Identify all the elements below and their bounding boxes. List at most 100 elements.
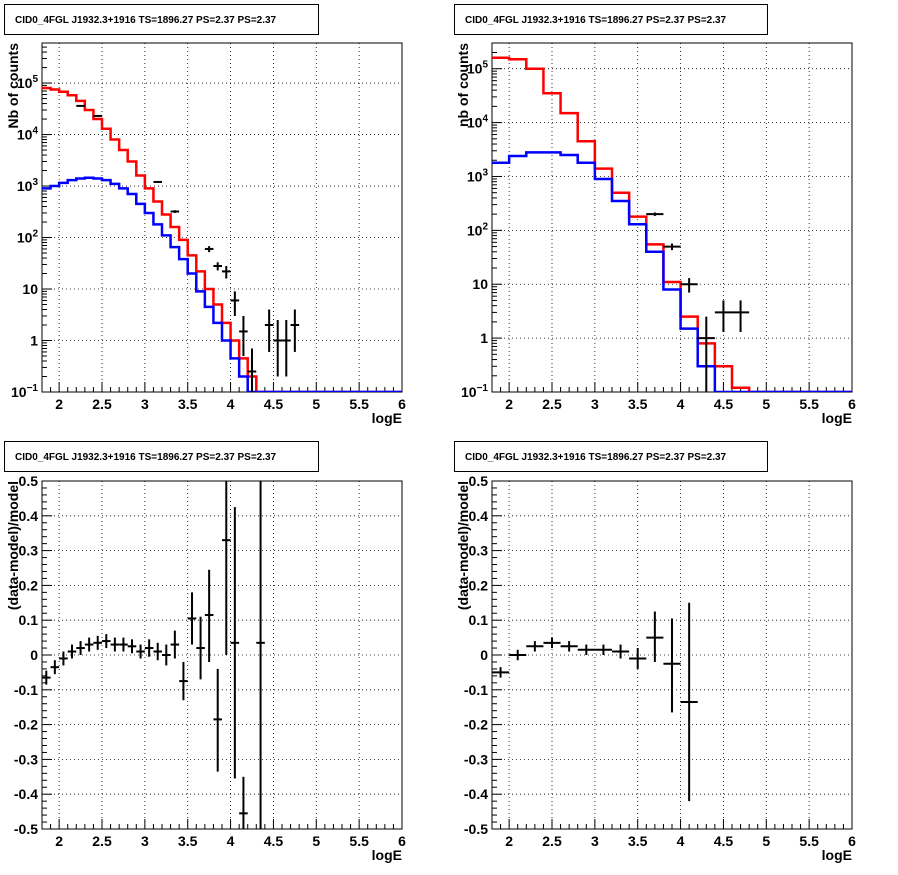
- y-tick-label: 104: [17, 126, 39, 143]
- y-tick-label: 0.3: [469, 543, 489, 559]
- data-point: [239, 776, 248, 829]
- y-tick-label: 10: [22, 281, 38, 297]
- y-tick-label-base: 10: [11, 384, 27, 400]
- x-tick-label: 5: [312, 833, 320, 849]
- x-tick-label: 3.5: [628, 396, 648, 412]
- x-tick-label: 5: [762, 833, 770, 849]
- data-point: [663, 618, 681, 713]
- y-tick-label: 0.4: [469, 508, 489, 524]
- y-tick-label: 105: [467, 60, 489, 77]
- axis-ticks: [41, 480, 403, 830]
- y-tick-label: 1: [30, 333, 38, 349]
- y-tick-label-exponent: −1: [477, 383, 489, 394]
- x-tick-label: 2: [505, 833, 513, 849]
- chart-title: CID0_4FGL J1932.3+1916 TS=1896.27 PS=2.3…: [15, 15, 277, 26]
- x-tick-label: 4.5: [714, 833, 734, 849]
- x-tick-label: 4: [227, 833, 235, 849]
- title-box: [4, 441, 319, 472]
- y-tick-label-exponent: 4: [482, 114, 488, 125]
- y-axis-title: Nb of counts: [5, 43, 21, 129]
- title-box: [4, 4, 319, 35]
- y-tick-label-exponent: 2: [32, 229, 38, 240]
- data-point: [222, 481, 231, 655]
- y-tick-label: -0.1: [464, 682, 488, 698]
- y-tick-label: -0.5: [464, 821, 488, 837]
- data-point: [42, 670, 51, 685]
- data-point: [153, 180, 162, 183]
- x-tick-label: 2.5: [92, 396, 112, 412]
- x-axis-title: logE: [372, 410, 402, 426]
- data-point: [213, 262, 222, 271]
- y-tick-label: -0.4: [14, 786, 38, 802]
- data-point: [213, 668, 222, 772]
- data-point: [526, 641, 544, 652]
- axis-ticks: [491, 42, 853, 393]
- y-tick-label: 0.2: [19, 577, 39, 593]
- y-tick-label: 0.1: [469, 612, 489, 628]
- histogram-series-1: [42, 86, 402, 392]
- data-point: [222, 265, 231, 279]
- data-point: [102, 634, 111, 649]
- y-tick-label: 105: [17, 74, 39, 91]
- x-tick-label: 3: [141, 833, 149, 849]
- data-point: [84, 637, 94, 652]
- data-point: [230, 507, 240, 779]
- x-tick-label: 5: [762, 396, 770, 412]
- grid-lines: [42, 43, 403, 393]
- y-tick-label-base: 10: [17, 178, 33, 194]
- data-point: [663, 243, 681, 251]
- data-point: [264, 309, 274, 352]
- x-tick-label: 5.5: [799, 833, 819, 849]
- x-axis-title: logE: [372, 847, 402, 863]
- x-tick-label: 6: [848, 833, 856, 849]
- x-tick-label: 4: [677, 396, 685, 412]
- data-point: [646, 212, 664, 216]
- histogram-series-2: [492, 151, 852, 392]
- y-tick-label-base: 10: [467, 61, 483, 77]
- y-tick-label: 10−1: [461, 383, 488, 400]
- data-point: [560, 641, 578, 652]
- x-axis-title: logE: [822, 410, 852, 426]
- y-tick-label-exponent: 3: [482, 167, 488, 178]
- data-point: [162, 644, 171, 666]
- data-point: [256, 481, 265, 829]
- axis-ticks: [491, 480, 853, 830]
- data-point: [509, 649, 527, 661]
- y-tick-label: -0.3: [14, 751, 38, 767]
- x-tick-label: 2.5: [542, 833, 562, 849]
- x-tick-label: 4.5: [714, 396, 734, 412]
- y-tick-label: 103: [467, 167, 489, 184]
- data-point: [153, 642, 162, 661]
- y-tick-label-base: 10: [17, 230, 33, 246]
- data-point: [187, 592, 197, 645]
- x-tick-label: 2.5: [92, 833, 112, 849]
- plot-area: [42, 86, 402, 392]
- y-tick-label: 0.5: [469, 473, 489, 489]
- y-tick-label: 0: [30, 647, 38, 663]
- y-tick-label-exponent: 2: [482, 221, 488, 232]
- y-tick-label-base: 10: [461, 384, 477, 400]
- y-tick-label: -0.4: [464, 786, 488, 802]
- x-tick-label: 2.5: [542, 396, 562, 412]
- plot-area: [492, 56, 852, 392]
- x-axis-title: logE: [822, 847, 852, 863]
- data-point: [196, 616, 205, 680]
- chart-title: CID0_4FGL J1932.3+1916 TS=1896.27 PS=2.3…: [15, 452, 277, 463]
- chart-panel-1: 2 2.5 3 3.5 4 4.5 5 5.5 610−1110102103104105logE…: [4, 4, 406, 426]
- y-tick-label: 1: [480, 330, 488, 346]
- chart-panel-2: 2 2.5 3 3.5 4 4.5 5 5.5 610−1110102103104105logE…: [454, 4, 856, 426]
- y-tick-label: 0.1: [19, 612, 39, 628]
- data-point: [170, 210, 180, 213]
- y-tick-label-exponent: −1: [27, 383, 39, 394]
- data-point: [127, 639, 137, 654]
- data-point: [732, 300, 750, 332]
- y-tick-label: 0.3: [19, 543, 39, 559]
- y-tick-label: 104: [467, 114, 489, 131]
- y-tick-label: 0.2: [469, 577, 489, 593]
- data-point: [144, 639, 154, 657]
- y-axis-title: (data-model)/model: [5, 481, 21, 610]
- data-point: [204, 246, 214, 253]
- data-point: [76, 641, 85, 655]
- data-point: [67, 644, 77, 659]
